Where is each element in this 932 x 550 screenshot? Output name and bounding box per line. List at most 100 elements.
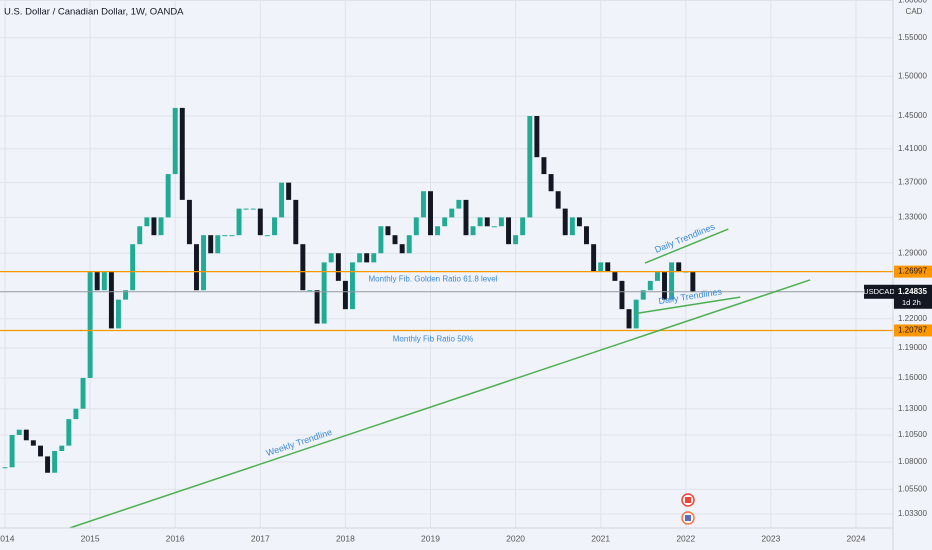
candle <box>662 271 667 300</box>
candle <box>647 280 653 291</box>
candle <box>87 271 93 378</box>
candle <box>598 262 604 272</box>
candle <box>456 199 462 209</box>
candle <box>605 262 611 272</box>
candle <box>357 253 363 263</box>
candle <box>229 235 235 237</box>
level-tag <box>894 265 932 278</box>
candle <box>562 208 568 236</box>
candle <box>264 235 270 237</box>
y-tick-label: 1.55000 <box>898 33 927 42</box>
y-tick-label: 1.41000 <box>898 144 927 153</box>
candle <box>165 174 171 218</box>
candle <box>399 244 405 254</box>
y-tick-label: 1.60000 <box>898 0 927 5</box>
candle <box>392 235 398 245</box>
y-tick-label: 1.03300 <box>898 509 927 518</box>
level-annotation: Monthly Fib. Golden Ratio 61.8 level <box>369 275 498 284</box>
candle <box>250 208 256 210</box>
candle <box>257 208 263 236</box>
y-tick-label: 1.50000 <box>898 71 927 80</box>
candle <box>23 429 29 441</box>
candle <box>385 226 391 236</box>
candle <box>208 235 214 254</box>
trendline <box>638 296 741 314</box>
y-tick-label: 1.33000 <box>898 213 927 222</box>
flag <box>685 497 691 503</box>
candle <box>45 456 51 473</box>
price-tag <box>894 284 932 309</box>
candle <box>16 429 22 435</box>
y-tick-label: 1.45000 <box>898 111 927 120</box>
candle <box>144 217 150 227</box>
y-tick-label: 1.13000 <box>898 404 927 413</box>
x-tick-label: 2024 <box>847 533 866 543</box>
flag <box>685 515 691 521</box>
candle <box>654 271 660 281</box>
y-tick-label: 1.29000 <box>898 248 927 257</box>
currency: CAD <box>906 7 923 16</box>
candle <box>371 253 377 263</box>
candle <box>194 244 199 291</box>
candle <box>520 217 526 236</box>
y-tick-label: 1.05500 <box>898 484 927 493</box>
candle <box>612 271 618 281</box>
candle <box>435 226 441 236</box>
candle <box>201 235 207 291</box>
candle <box>633 299 639 329</box>
chart-title: U.S. Dollar / Canadian Dollar, 1W, OANDA <box>4 7 184 18</box>
candle <box>449 208 455 218</box>
candle <box>640 290 646 300</box>
y-tick-label: 1.08000 <box>898 457 927 466</box>
candle <box>541 157 547 175</box>
candle <box>66 419 72 446</box>
candle <box>498 217 504 227</box>
candle <box>626 309 632 329</box>
x-tick-label: 2022 <box>676 533 695 543</box>
x-tick-label: 2020 <box>506 533 525 543</box>
candle <box>243 208 249 210</box>
y-tick-label: 1.22000 <box>898 314 927 323</box>
candle <box>215 235 221 254</box>
candle <box>115 299 121 329</box>
y-tick-label: 1.19000 <box>898 343 927 352</box>
candle <box>470 226 476 236</box>
x-tick-label: 2016 <box>166 533 185 543</box>
candle <box>491 226 497 228</box>
candle <box>527 115 533 218</box>
price-label: 1.24835 <box>898 287 927 296</box>
x-tick-label: 2023 <box>761 533 780 543</box>
x-tick-label: 2017 <box>251 533 270 543</box>
candle <box>364 253 370 263</box>
candle <box>690 271 696 292</box>
candle <box>108 271 114 329</box>
candle <box>9 434 15 468</box>
candle <box>534 115 540 158</box>
candle <box>293 199 299 245</box>
candle <box>420 191 426 218</box>
candle <box>137 226 143 245</box>
candle <box>59 445 65 452</box>
candle <box>555 191 561 209</box>
candle <box>73 408 79 420</box>
candle <box>94 271 100 291</box>
candle <box>172 107 178 175</box>
candle <box>300 244 306 291</box>
candle <box>321 262 327 324</box>
candle <box>307 290 313 292</box>
candle <box>442 217 448 227</box>
candle <box>463 199 469 236</box>
level-annotation: Monthly Fib Ratio 50% <box>393 335 473 344</box>
candle <box>335 253 341 281</box>
trendline <box>644 228 729 264</box>
candle <box>349 262 355 310</box>
candle <box>222 235 228 237</box>
candle <box>272 217 277 236</box>
candle <box>548 174 554 192</box>
candle <box>38 445 43 457</box>
x-tick-label: 2018 <box>336 533 355 543</box>
x-tick-label: 2021 <box>591 533 610 543</box>
y-tick-label: 1.16000 <box>898 373 927 382</box>
